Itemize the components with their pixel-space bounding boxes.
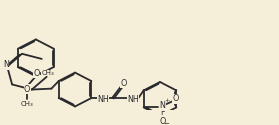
Text: O: O — [159, 117, 166, 125]
Text: O: O — [33, 69, 39, 78]
Text: CH₃: CH₃ — [21, 101, 33, 107]
Text: O: O — [24, 85, 30, 94]
Text: N: N — [3, 60, 9, 70]
Text: F: F — [160, 108, 165, 117]
Text: O: O — [173, 94, 179, 104]
Text: CH₃: CH₃ — [42, 70, 54, 76]
Text: NH: NH — [127, 95, 139, 104]
Text: N: N — [160, 101, 165, 110]
Text: +: + — [164, 98, 169, 103]
Text: −: − — [163, 121, 169, 125]
Text: NH: NH — [97, 95, 109, 104]
Text: O: O — [120, 79, 127, 88]
